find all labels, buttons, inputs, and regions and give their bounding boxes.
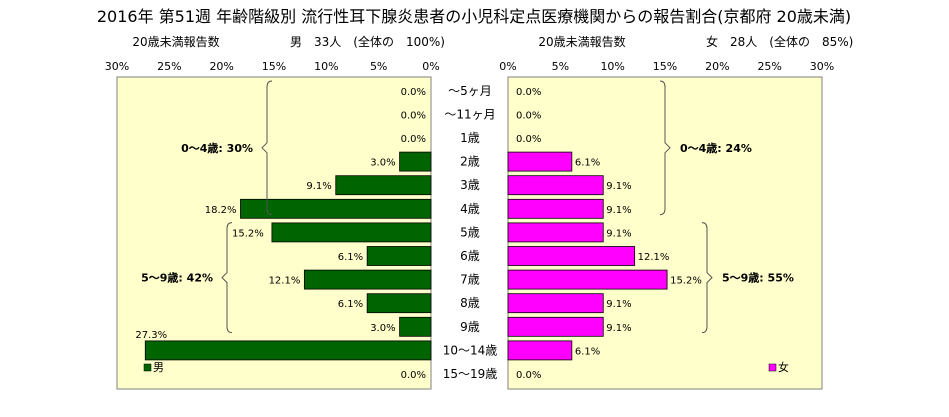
male-caption: 20歳未満報告数 [132,34,219,49]
female-value-label: 9.1% [606,228,631,239]
male-axis-tick: 20% [209,60,233,73]
female-group-label: 5～9歳: 55% [722,271,794,285]
female-group-bracket [701,222,713,334]
male-axis-tick: 0% [422,60,439,73]
male-bar [366,293,432,314]
male-bar [399,316,432,337]
male-value-label: 0.0% [401,110,426,121]
male-value-label: 0.0% [401,134,426,145]
male-group-label: 0～4歳: 30% [181,141,253,155]
female-axis-tick: 5% [552,60,569,73]
male-value-label: 3.0% [370,323,395,334]
legend: 男女 [143,360,789,374]
male-bar [335,175,432,196]
female-group-bracket [659,80,671,216]
female-value-label: 0.0% [516,110,541,121]
category-label: 2歳 [460,155,480,169]
female-value-label: 15.2% [670,276,702,287]
female-bar [507,293,604,314]
male-axis-tick: 10% [314,60,338,73]
category-label: 15～19歳 [443,367,498,381]
male-value-label: 18.2% [205,205,237,216]
female-bar [507,222,604,243]
male-group-bracket [261,80,273,216]
female-axis-tick: 20% [705,60,729,73]
female-axis-tick: 30% [810,60,834,73]
female-caption: 20歳未満報告数 [538,34,625,49]
female-bar [507,269,668,290]
male-bar [271,222,432,243]
female-bar [507,316,604,337]
category-label: 9歳 [460,320,480,334]
female-value-label: 0.0% [516,87,541,98]
female-value-label: 6.1% [575,158,600,169]
group-brackets: 0～4歳: 30% 5～9歳: 42% 0～4歳: 24% 5～9歳: 55% [141,80,794,334]
female-summary: 女 28人 (全体の 85%) [706,34,853,49]
category-label: 8歳 [460,296,480,310]
male-value-label: 6.1% [338,299,363,310]
category-label: 3歳 [460,178,480,192]
male-bar [240,198,432,219]
male-legend-swatch [143,363,152,372]
male-bar [366,246,432,266]
female-bar [507,198,604,219]
female-group-label: 0～4歳: 24% [680,141,752,155]
category-label: 4歳 [460,202,480,216]
male-legend-label: 男 [153,361,164,374]
female-bar [507,246,636,266]
female-axis-tick: 25% [757,60,781,73]
male-value-label: 0.0% [401,87,426,98]
female-axis-tick: 15% [653,60,677,73]
category-label: 5歳 [460,225,480,239]
category-label: ～5ヶ月 [448,84,492,98]
male-value-label: 27.3% [135,330,167,341]
category-label: ～11ヶ月 [444,107,495,121]
female-legend-label: 女 [778,360,789,374]
male-value-label: 0.0% [401,370,426,381]
male-axis-tick: 15% [262,60,286,73]
axis-ticks: 0% 0% 5% 5% 10% 10% 15% 15% 20% 20% 25% 25% 30% 30% [105,60,834,73]
male-summary: 男 33人 (全体の 100%) [290,34,445,49]
male-value-label: 3.0% [370,158,395,169]
female-value-label: 9.1% [606,299,631,310]
female-value-label: 6.1% [575,346,600,357]
female-bars [507,151,668,361]
female-value-label: 0.0% [516,370,541,381]
female-value-label: 9.1% [606,205,631,216]
female-bar [507,151,573,172]
male-value-label: 6.1% [338,252,363,263]
male-bar [303,269,432,290]
female-value-label: 9.1% [606,181,631,192]
male-bar [144,340,432,361]
category-label: 1歳 [460,131,480,145]
female-axis-tick: 0% [499,60,516,73]
male-bar [399,151,432,172]
male-value-label: 12.1% [269,276,301,287]
female-legend-swatch [768,363,777,372]
category-label: 6歳 [460,249,480,263]
female-value-label: 0.0% [516,134,541,145]
female-bar [507,340,573,361]
male-value-label: 9.1% [306,181,331,192]
male-axis-tick: 25% [157,60,181,73]
male-axis-tick: 5% [370,60,387,73]
category-labels: ～5ヶ月 ～11ヶ月 1歳 2歳 3歳 4歳 5歳 6歳 7歳 8歳 9歳 10～14歳 15～19歳 [443,84,498,381]
male-group-label: 5～9歳: 42% [141,271,213,285]
category-label: 10～14歳 [443,343,498,357]
female-value-label: 12.1% [638,252,670,263]
female-value-labels: 0.0% 0.0% 0.0% 6.1% 9.1% 9.1% 9.1% 12.1% 15.2% 9.… [516,87,702,381]
female-value-label: 9.1% [606,323,631,334]
female-bar [507,175,604,196]
male-group-bracket [221,222,233,334]
male-bars [144,151,432,361]
male-value-labels: 0.0% 0.0% 0.0% 3.0% 9.1% 18.2% 15.2% 6.1% 12.1% 6… [135,87,426,381]
male-value-label: 15.2% [232,228,264,239]
category-label: 7歳 [460,273,480,287]
chart-title: 2016年 第51週 年齢階級別 流行性耳下腺炎患者の小児科定点医療機関からの報… [97,7,851,26]
male-axis-tick: 30% [105,60,129,73]
female-axis-tick: 10% [600,60,624,73]
